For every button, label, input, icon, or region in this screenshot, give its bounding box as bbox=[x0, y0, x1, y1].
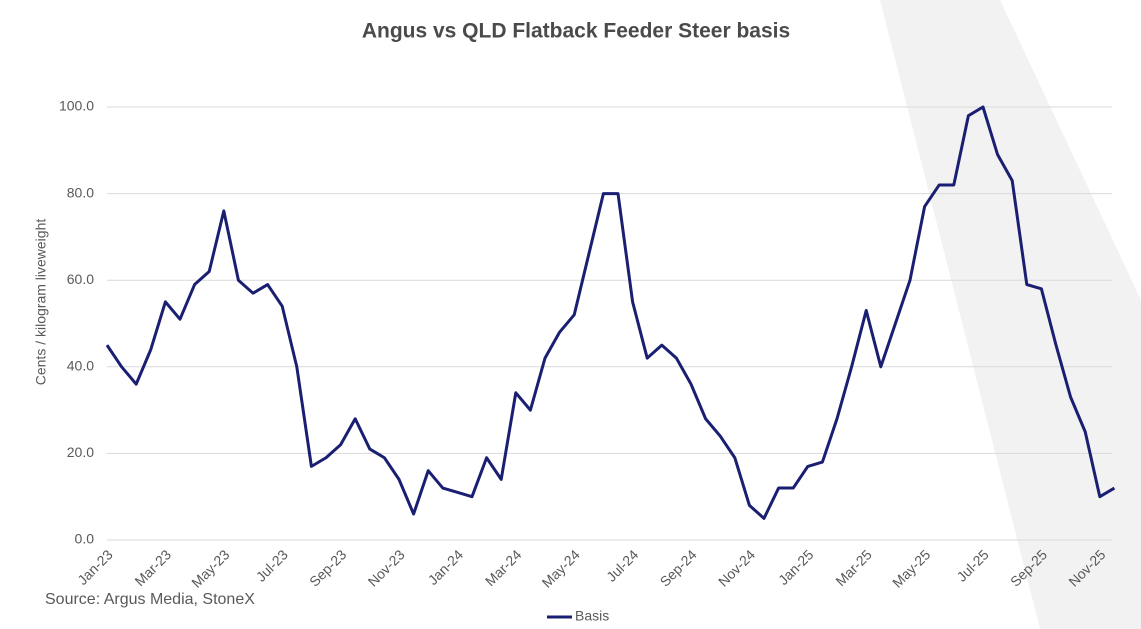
x-tick-label: Nov-23 bbox=[365, 546, 408, 589]
y-tick-label: 60.0 bbox=[67, 271, 94, 287]
x-tick-label: Mar-23 bbox=[131, 546, 174, 589]
y-tick-label: 80.0 bbox=[67, 184, 94, 200]
x-tick-label: Mar-25 bbox=[832, 546, 875, 589]
watermark bbox=[880, 0, 1141, 629]
x-tick-label: May-24 bbox=[539, 546, 583, 590]
y-axis-label: Cents / kilogram liveweight bbox=[33, 219, 49, 386]
x-tick-label: May-25 bbox=[889, 546, 933, 590]
x-tick-label: Jan-24 bbox=[425, 546, 467, 588]
source: Source: Argus Media, StoneX bbox=[45, 591, 255, 608]
x-tick-label: Jul-24 bbox=[603, 546, 641, 584]
x-tick-label: Jul-25 bbox=[953, 546, 991, 584]
legend-label: Basis bbox=[575, 608, 609, 624]
y-tick-label: 40.0 bbox=[67, 358, 94, 374]
y-tick-label: 100.0 bbox=[59, 98, 94, 114]
x-tick-label: Jan-25 bbox=[775, 546, 817, 588]
line bbox=[105, 105, 1116, 520]
y-tick-label: 0.0 bbox=[75, 531, 95, 547]
x-tick-label: Mar-24 bbox=[482, 546, 525, 589]
chart-title: Angus vs QLD Flatback Feeder Steer basis bbox=[362, 20, 790, 43]
x-tick-label: Nov-24 bbox=[715, 546, 758, 589]
x-tick-label: May-23 bbox=[188, 546, 232, 590]
x-tick-label: Jan-23 bbox=[74, 546, 116, 588]
x-tick-label: Jul-23 bbox=[253, 546, 291, 584]
y-tick-label: 20.0 bbox=[67, 444, 94, 460]
x-tick-label: Sep-23 bbox=[306, 546, 349, 589]
x-tick-label: Sep-24 bbox=[656, 546, 699, 589]
